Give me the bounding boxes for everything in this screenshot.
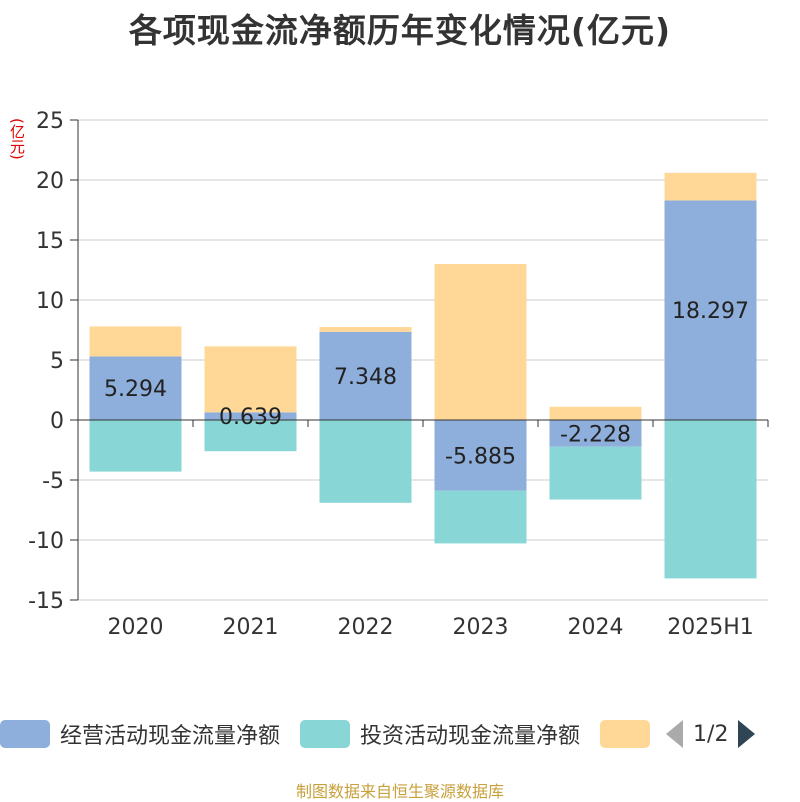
- bar-series1-2022[interactable]: [319, 420, 412, 503]
- y-tick-label: 10: [36, 289, 64, 314]
- y-tick-label: 15: [36, 229, 64, 254]
- bar-series2-2022[interactable]: [319, 327, 412, 332]
- bar-chart: 25 20 15 10 5 0 -5 -10 -15 2020 2021 2022 2023 2024 20…: [28, 109, 769, 640]
- y-tick-label: -15: [28, 589, 64, 614]
- data-label: -2.228: [560, 422, 631, 447]
- x-tick-label: 2022: [338, 615, 394, 640]
- y-tick-label: 20: [36, 169, 64, 194]
- legend-swatch-operating: [0, 720, 50, 748]
- data-label: -5.885: [445, 444, 516, 469]
- x-tick-label: 2021: [223, 615, 279, 640]
- legend-swatch-investing: [300, 720, 351, 748]
- bar-series2-2024[interactable]: [549, 406, 642, 420]
- chart-title: 各项现金流净额历年变化情况(亿元): [128, 11, 672, 50]
- legend-swatch-third: [600, 720, 651, 748]
- bar-series1-2020[interactable]: [89, 420, 182, 472]
- y-tick-label: 25: [36, 109, 64, 134]
- x-tick-label: 2024: [568, 615, 624, 640]
- bar-series2-2021[interactable]: [204, 346, 297, 413]
- legend-label-operating: 经营活动现金流量净额: [60, 724, 281, 749]
- legend-item-operating[interactable]: 经营活动现金流量净额: [0, 718, 280, 750]
- x-tick-label: 2025H1: [667, 615, 754, 640]
- data-source-note: 制图数据来自恒生聚源数据库: [295, 782, 504, 801]
- legend: 经营活动现金流量净额 投资活动现金流量净额 1/2: [0, 716, 800, 752]
- y-tick-label: 0: [50, 409, 64, 434]
- bar-series0-2021[interactable]: [204, 412, 297, 420]
- legend-pager: 1/2: [666, 720, 756, 748]
- x-tick-label: 2020: [108, 615, 164, 640]
- bar-series1-2025H1[interactable]: [664, 420, 757, 579]
- y-tick-label: -5: [42, 469, 64, 494]
- bar-series1-2024[interactable]: [549, 446, 642, 500]
- data-label: 0.639: [219, 405, 282, 430]
- legend-next-icon[interactable]: [738, 720, 756, 748]
- bar-series0-2023[interactable]: [434, 420, 527, 491]
- bar-series1-2023[interactable]: [434, 490, 527, 544]
- legend-page-indicator: 1/2: [693, 721, 729, 747]
- bar-series0-2025H1[interactable]: [664, 200, 757, 420]
- legend-prev-icon[interactable]: [666, 720, 684, 748]
- bar-series2-2023[interactable]: [434, 264, 527, 420]
- bar-series2-2025H1[interactable]: [664, 172, 757, 201]
- legend-item-third[interactable]: [600, 720, 660, 748]
- bar-series0-2022[interactable]: [319, 331, 412, 420]
- y-tick-label: 5: [50, 349, 64, 374]
- bar-series0-2020[interactable]: [89, 356, 182, 420]
- x-tick-label: 2023: [453, 615, 509, 640]
- bar-series0-2024[interactable]: [549, 420, 642, 447]
- data-label: 5.294: [104, 377, 167, 402]
- y-axis-unit: (亿元): [8, 118, 26, 160]
- legend-label-investing: 投资活动现金流量净额: [360, 724, 581, 749]
- legend-item-investing[interactable]: 投资活动现金流量净额: [300, 718, 580, 750]
- data-label: 7.348: [334, 365, 397, 390]
- y-tick-label: -10: [28, 529, 64, 554]
- bar-series2-2020[interactable]: [89, 326, 182, 357]
- bar-series1-2021[interactable]: [204, 420, 297, 452]
- data-label: 18.297: [672, 299, 749, 324]
